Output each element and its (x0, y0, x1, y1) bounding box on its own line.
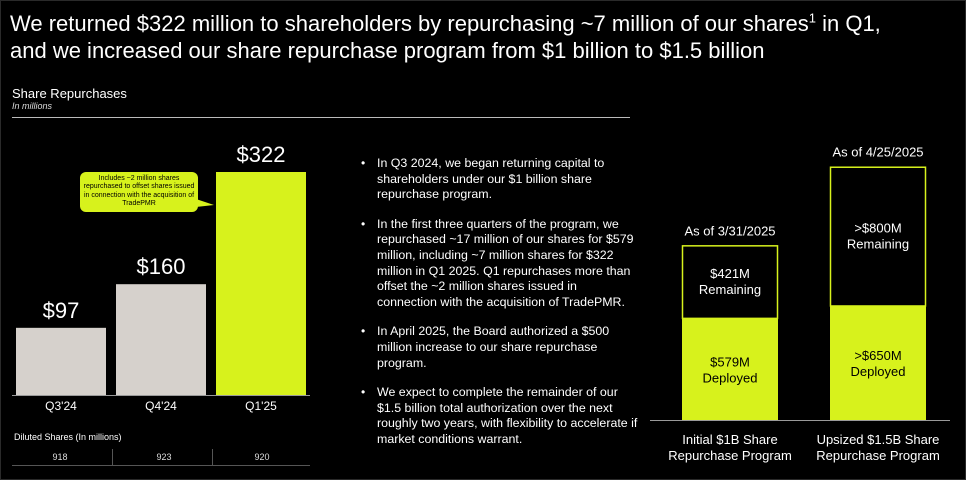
bullet-item: • In the first three quarters of the prog… (361, 216, 634, 309)
diluted-shares-q4-24: 923 (156, 452, 172, 462)
bullet-dot-icon: • (361, 385, 366, 400)
category-label: Initial $1B Share (682, 432, 777, 447)
bullet-dot-icon: • (361, 216, 366, 231)
bar-value-label: $97 (43, 298, 80, 323)
x-tick-label: Q4'24 (145, 399, 177, 413)
callout-pointer (196, 199, 214, 207)
footnote-marker: 1 (808, 10, 816, 26)
deployed-segment (830, 306, 926, 420)
remaining-value-label: $421M (710, 266, 750, 281)
bar-value-label: $322 (237, 142, 286, 167)
deployed-value-label: $579M (710, 354, 750, 369)
headline: We returned $322 million to shareholders… (10, 10, 960, 64)
deployed-caption-label: Deployed (851, 364, 906, 379)
x-tick-label: Q3'24 (45, 399, 77, 413)
bullet-item: • In April 2025, the Board authorized a $… (361, 324, 610, 370)
category-label: Repurchase Program (816, 448, 940, 463)
bullet-item: • We expect to complete the remainder of … (361, 385, 638, 446)
bullet-item: • In Q3 2024, we began returning capital … (361, 156, 605, 202)
bar-value-label: $160 (137, 254, 186, 279)
as-of-date-label: As of 4/25/2025 (832, 145, 923, 160)
remaining-segment (829, 166, 927, 307)
section-subtitle: In millions (12, 101, 53, 111)
bar-q4-24 (116, 284, 206, 395)
category-label: Upsized $1.5B Share (817, 432, 940, 447)
x-tick-label: Q1'25 (245, 399, 277, 413)
bullet-dot-icon: • (361, 324, 366, 339)
section-rule (12, 117, 630, 118)
diluted-shares-q1-25: 920 (254, 452, 270, 462)
remaining-segment (681, 245, 779, 320)
bullet-dot-icon: • (361, 156, 366, 170)
deployed-caption-label: Deployed (703, 370, 758, 385)
remaining-value-label: >$800M (854, 221, 901, 236)
headline-line1: We returned $322 million to shareholders… (10, 10, 881, 36)
as-of-date-label: As of 3/31/2025 (684, 223, 775, 238)
remaining-caption-label: Remaining (699, 282, 761, 297)
diluted-separator (112, 449, 113, 465)
deployed-segment (682, 318, 778, 420)
bullet-list: • In Q3 2024, we began returning capital … (357, 156, 639, 462)
headline-line2: and we increased our share repurchase pr… (10, 38, 765, 63)
bar-q3-24 (16, 327, 106, 395)
category-label: Repurchase Program (668, 448, 792, 463)
section-title: Share Repurchases (12, 86, 127, 101)
diluted-rule (12, 465, 310, 466)
callout-note: Includes ~2 million shares repurchased t… (80, 172, 198, 212)
diluted-shares-title: Diluted Shares (In millions) (14, 432, 122, 442)
deployed-value-label: >$650M (854, 348, 901, 363)
bar-q1-25 (216, 172, 306, 395)
diluted-shares-q3-24: 918 (52, 452, 68, 462)
diluted-separator (212, 449, 213, 465)
remaining-caption-label: Remaining (847, 237, 909, 252)
